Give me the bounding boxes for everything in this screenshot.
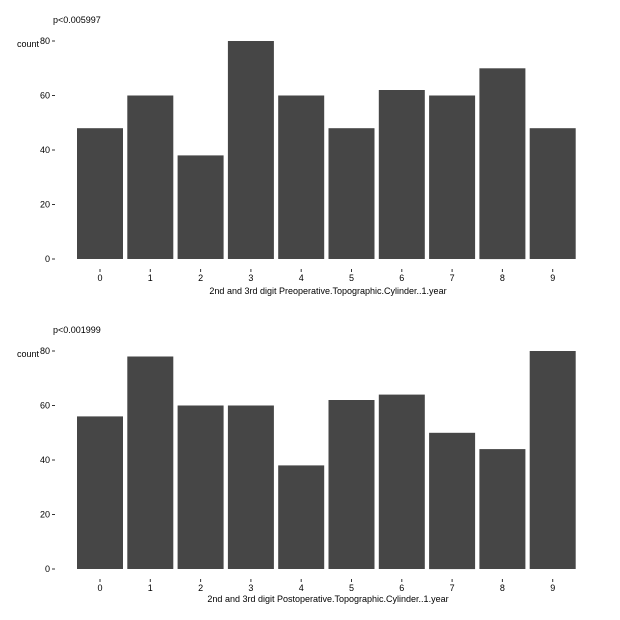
bar-9 [529,128,576,259]
x-ticks-group: 0 1 2 3 4 5 6 7 8 9 [97,269,555,283]
x-axis-label: 2nd and 3rd digit Postoperative.Topograp… [207,594,448,604]
bar-3 [227,41,274,259]
bar-7 [429,95,476,259]
bar-1 [127,356,174,569]
y-tick-label: 80 [40,346,50,356]
bar-2 [177,155,224,259]
y-tick-label: 20 [40,510,50,520]
bars-group [77,351,576,570]
x-tick-label: 8 [500,273,505,283]
x-tick-label: 6 [399,273,404,283]
x-tick-label: 0 [97,273,102,283]
postoperative-chart: p<0.001999 count 2nd and 3rd digit Posto… [17,325,576,604]
bar-0 [77,128,123,259]
bar-1 [127,95,174,259]
bar-6 [378,90,425,259]
x-tick-label: 7 [450,273,455,283]
p-value-annotation: p<0.001999 [53,325,101,335]
x-tick-label: 5 [349,273,354,283]
x-tick-label: 1 [148,583,153,593]
y-tick-label: 0 [45,254,50,264]
y-tick-label: 20 [40,200,50,210]
x-tick-label: 7 [450,583,455,593]
p-value-annotation: p<0.005997 [53,15,101,25]
y-ticks-group: 0 20 40 60 80 [40,346,55,574]
bar-8 [479,68,526,260]
x-ticks-group: 0 1 2 3 4 5 6 7 8 9 [97,579,555,593]
y-tick-label: 80 [40,36,50,46]
y-axis-label: count [17,349,40,359]
x-tick-label: 6 [399,583,404,593]
bar-4 [278,95,325,259]
x-tick-label: 1 [148,273,153,283]
x-tick-label: 3 [248,273,253,283]
bar-3 [227,405,274,569]
x-tick-label: 8 [500,583,505,593]
bar-2 [177,405,224,569]
bar-5 [328,128,375,259]
x-tick-label: 9 [550,273,555,283]
y-tick-label: 60 [40,91,50,101]
x-tick-label: 2 [198,273,203,283]
y-tick-label: 40 [40,145,50,155]
y-ticks-group: 0 20 40 60 80 [40,36,55,264]
y-tick-label: 60 [40,401,50,411]
bar-5 [328,400,375,569]
x-tick-label: 2 [198,583,203,593]
y-tick-label: 0 [45,564,50,574]
bar-9 [529,351,576,569]
x-tick-label: 4 [299,273,304,283]
x-tick-label: 3 [248,583,253,593]
preoperative-chart: p<0.005997 count 2nd and 3rd digit Preop… [17,15,576,296]
bars-group [77,41,576,260]
x-tick-label: 0 [97,583,102,593]
x-axis-label: 2nd and 3rd digit Preoperative.Topograph… [209,286,446,296]
x-tick-label: 5 [349,583,354,593]
bar-8 [479,449,526,569]
bar-0 [77,416,123,569]
bar-6 [378,394,425,569]
y-axis-label: count [17,39,40,49]
bar-7 [429,432,476,570]
bar-4 [278,465,325,569]
y-tick-label: 40 [40,455,50,465]
x-tick-label: 4 [299,583,304,593]
x-tick-label: 9 [550,583,555,593]
